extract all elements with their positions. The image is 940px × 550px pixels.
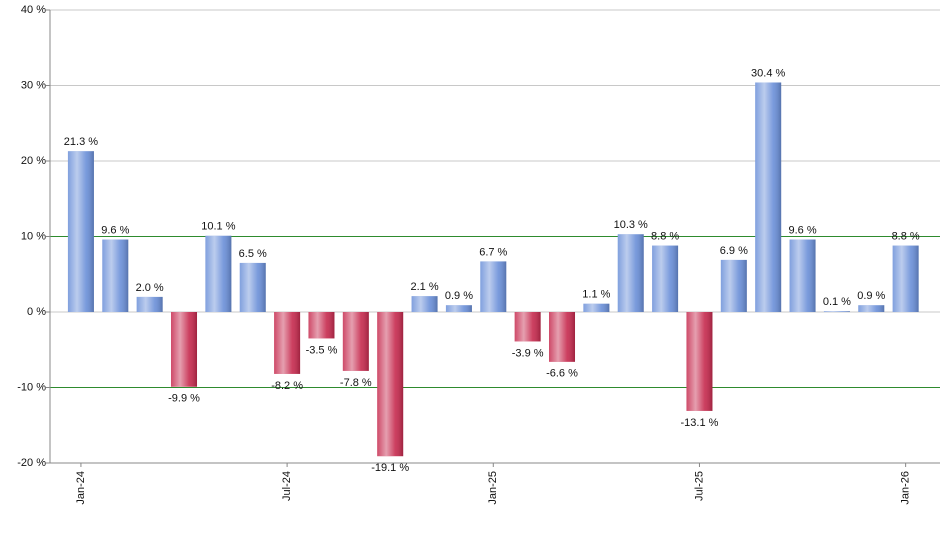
bar-shine <box>445 305 472 312</box>
value-label: -13.1 % <box>680 417 718 429</box>
value-label: -19.1 % <box>371 462 409 474</box>
bar-shine <box>411 296 438 312</box>
bar-shine <box>342 312 369 371</box>
bar-shine <box>274 312 301 374</box>
value-label: -7.8 % <box>340 377 372 389</box>
value-label: 0.9 % <box>857 290 885 302</box>
value-label: -3.9 % <box>512 347 544 359</box>
x-tick-label: Jan-26 <box>900 471 912 505</box>
y-tick-label: 40 % <box>21 4 46 16</box>
y-tick-label: 20 % <box>21 155 46 167</box>
bar-shine <box>480 261 507 312</box>
bar-shine <box>205 235 232 312</box>
bar-shine <box>136 296 163 312</box>
value-label: 10.1 % <box>201 221 235 233</box>
value-label: -6.6 % <box>546 368 578 380</box>
value-label: 8.8 % <box>892 230 920 242</box>
value-label: 0.1 % <box>823 296 851 308</box>
y-tick-label: -10 % <box>17 381 46 393</box>
value-label: 9.6 % <box>788 224 816 236</box>
x-tick-label: Jan-25 <box>487 471 499 505</box>
value-label: 1.1 % <box>582 289 610 301</box>
bar-shine <box>823 311 850 312</box>
x-tick-label: Jan-24 <box>75 471 87 505</box>
x-tick-label: Jul-25 <box>693 471 705 501</box>
bar-shine <box>514 312 541 342</box>
bar-shine <box>377 312 404 457</box>
bar-shine <box>858 305 885 312</box>
y-tick-label: -20 % <box>17 457 46 469</box>
value-label: 8.8 % <box>651 230 679 242</box>
bar-shine <box>583 303 610 312</box>
value-label: 10.3 % <box>614 219 648 231</box>
bar-shine <box>755 82 782 312</box>
y-tick-label: 30 % <box>21 79 46 91</box>
y-tick-label: 0 % <box>27 306 46 318</box>
x-tick-label: Jul-24 <box>281 471 293 501</box>
bar-shine <box>102 239 129 312</box>
value-label: 6.5 % <box>239 248 267 260</box>
value-label: 6.7 % <box>479 246 507 258</box>
bar-shine <box>789 239 816 312</box>
bar-shine <box>67 151 94 312</box>
bar-shine <box>308 312 335 339</box>
value-label: 0.9 % <box>445 290 473 302</box>
value-label: -3.5 % <box>306 344 338 356</box>
value-label: 30.4 % <box>751 67 785 79</box>
value-label: 2.0 % <box>136 282 164 294</box>
value-label: 9.6 % <box>101 224 129 236</box>
y-tick-label: 10 % <box>21 230 46 242</box>
value-label: -8.2 % <box>271 380 303 392</box>
bar-shine <box>549 312 576 362</box>
value-label: 6.9 % <box>720 245 748 257</box>
bar-shine <box>652 245 679 312</box>
value-label: 21.3 % <box>64 136 98 148</box>
bar-shine <box>892 245 919 312</box>
value-label: 2.1 % <box>410 281 438 293</box>
bar-shine <box>239 262 266 312</box>
bar-shine <box>686 312 713 411</box>
value-label: -9.9 % <box>168 393 200 405</box>
bar-shine <box>171 312 198 387</box>
bar-shine <box>720 259 747 312</box>
bar-shine <box>617 234 644 312</box>
